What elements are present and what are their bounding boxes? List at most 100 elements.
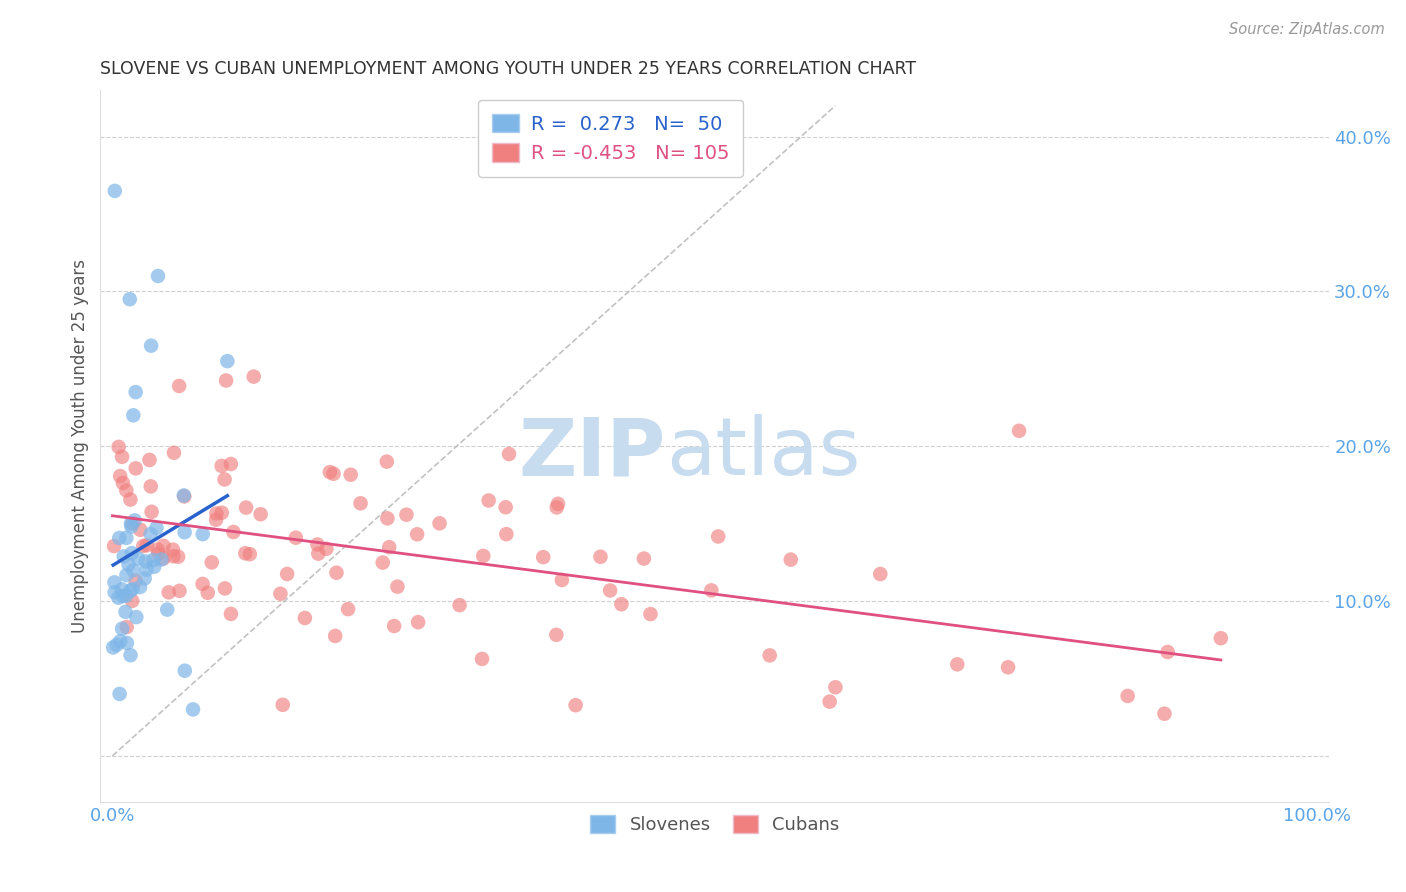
Point (129, 580, 152, 594)
Point (162, 549, 184, 564)
Point (103, 575, 125, 590)
Point (124, 574, 146, 588)
Point (142, 553, 165, 567)
Point (120, 516, 142, 531)
Point (115, 589, 138, 603)
Point (700, 583, 723, 598)
Point (610, 597, 633, 611)
Point (406, 615, 429, 629)
Point (115, 483, 138, 498)
Point (546, 500, 568, 515)
Point (173, 525, 195, 540)
Point (387, 580, 409, 594)
Point (449, 598, 471, 612)
Point (294, 611, 316, 625)
Point (406, 527, 429, 541)
Point (163, 446, 186, 460)
Point (824, 680, 846, 694)
Point (135, 563, 157, 577)
Point (110, 634, 132, 648)
Point (323, 629, 346, 643)
Point (378, 540, 401, 554)
Point (276, 566, 298, 581)
Point (546, 628, 568, 642)
Point (181, 702, 204, 716)
Point (173, 488, 195, 502)
Point (269, 587, 291, 601)
Text: atlas: atlas (665, 415, 860, 492)
Point (114, 605, 136, 619)
Point (242, 369, 264, 384)
Point (108, 531, 131, 545)
Point (249, 508, 271, 522)
Point (122, 409, 145, 423)
Point (946, 657, 969, 672)
Point (382, 619, 405, 633)
Point (640, 607, 662, 621)
Point (472, 549, 495, 563)
Point (325, 566, 347, 580)
Point (125, 385, 148, 400)
Point (315, 541, 337, 556)
Point (429, 516, 451, 531)
Point (132, 539, 155, 553)
Point (191, 527, 214, 541)
Point (145, 521, 167, 535)
Point (779, 552, 801, 566)
Point (108, 469, 131, 483)
Point (167, 549, 190, 564)
Point (214, 472, 236, 486)
Point (121, 594, 143, 608)
Point (1008, 424, 1031, 438)
Point (135, 554, 157, 568)
Point (547, 497, 569, 511)
Point (115, 568, 138, 582)
Point (139, 527, 162, 541)
Point (371, 556, 394, 570)
Point (121, 516, 143, 531)
Point (157, 585, 180, 599)
Point (152, 539, 174, 553)
Point (146, 542, 169, 557)
Point (139, 339, 162, 353)
Point (115, 620, 138, 634)
Point (121, 546, 143, 560)
Point (107, 440, 129, 454)
Point (498, 447, 520, 461)
Point (201, 555, 224, 569)
Point (235, 500, 257, 515)
Point (869, 567, 891, 582)
Point (120, 519, 142, 533)
Point (495, 500, 517, 515)
Legend: Slovenes, Cubans: Slovenes, Cubans (581, 806, 849, 843)
Point (127, 551, 149, 566)
Point (239, 547, 262, 561)
Point (167, 379, 190, 393)
Point (120, 648, 142, 663)
Point (758, 648, 780, 663)
Point (217, 354, 239, 368)
Point (707, 529, 730, 543)
Point (395, 508, 418, 522)
Point (215, 374, 238, 388)
Point (120, 583, 142, 598)
Point (284, 531, 307, 545)
Point (191, 577, 214, 591)
Point (599, 583, 621, 598)
Point (633, 551, 655, 566)
Point (111, 582, 134, 597)
Point (150, 552, 173, 566)
Point (1153, 706, 1175, 721)
Point (104, 585, 127, 599)
Point (205, 507, 228, 521)
Point (124, 513, 146, 527)
Point (173, 490, 195, 504)
Point (219, 607, 242, 621)
Point (152, 551, 174, 566)
Point (219, 457, 242, 471)
Point (101, 640, 124, 655)
Point (139, 479, 162, 493)
Point (551, 573, 574, 587)
Text: SLOVENE VS CUBAN UNEMPLOYMENT AMONG YOUTH UNDER 25 YEARS CORRELATION CHART: SLOVENE VS CUBAN UNEMPLOYMENT AMONG YOUT… (100, 60, 917, 78)
Point (138, 453, 160, 467)
